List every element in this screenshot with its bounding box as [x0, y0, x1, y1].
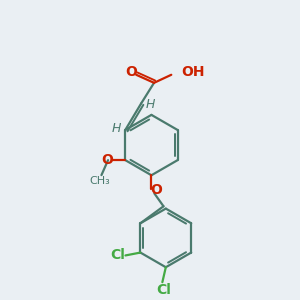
Text: O: O — [101, 153, 113, 166]
Text: OH: OH — [182, 65, 205, 79]
Text: H: H — [146, 98, 155, 112]
Text: O: O — [125, 65, 137, 79]
Text: CH₃: CH₃ — [90, 176, 110, 186]
Text: Cl: Cl — [110, 248, 125, 262]
Text: H: H — [111, 122, 121, 135]
Text: Cl: Cl — [156, 283, 171, 297]
Text: O: O — [151, 183, 163, 196]
